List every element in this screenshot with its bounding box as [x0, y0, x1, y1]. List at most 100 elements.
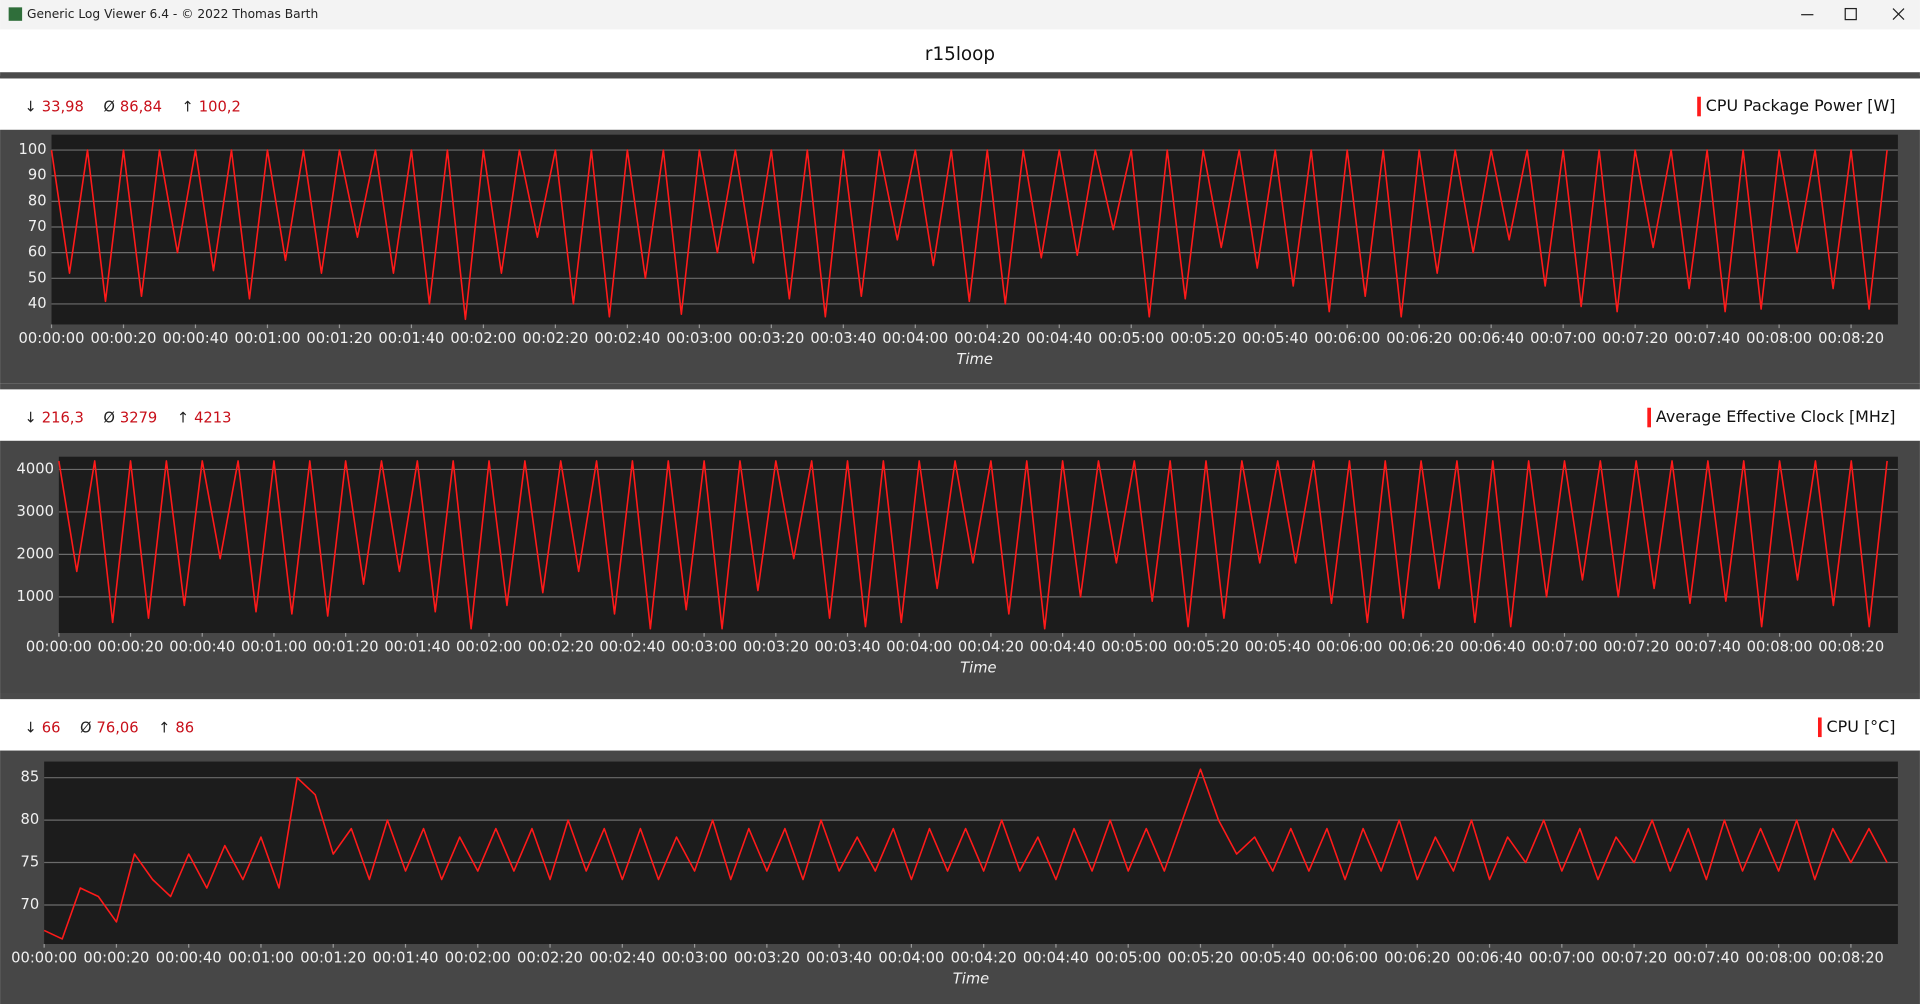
x-tick-label: 00:04:40 — [1030, 639, 1096, 656]
x-tick-label: 00:05:40 — [1245, 639, 1311, 656]
y-tick-label: 80 — [28, 192, 47, 209]
x-tick-label: 00:02:00 — [445, 950, 511, 967]
stat-value: 86,84 — [120, 99, 162, 116]
plot-area — [58, 456, 1898, 634]
x-tick-label: 00:08:00 — [1747, 639, 1813, 656]
x-tick-label: 00:06:20 — [1386, 330, 1452, 347]
x-tick-label: 00:02:40 — [594, 330, 660, 347]
x-tick-label: 00:06:00 — [1312, 950, 1378, 967]
x-tick-label: 00:05:20 — [1167, 950, 1233, 967]
x-tick-label: 00:07:00 — [1532, 639, 1598, 656]
y-tick-label: 50 — [28, 269, 47, 286]
y-tick-label: 4000 — [17, 460, 54, 477]
x-tick-label: 00:00:20 — [83, 950, 149, 967]
x-tick-label: 00:05:20 — [1173, 639, 1239, 656]
y-tick-label: 100 — [19, 141, 47, 158]
x-tick-label: 00:07:20 — [1601, 950, 1667, 967]
panel-divider — [0, 383, 1920, 390]
x-tick-label: 00:03:20 — [743, 639, 809, 656]
header-title: r15loop — [925, 44, 995, 65]
legend-label: CPU [°C] — [1827, 717, 1896, 736]
x-tick-label: 00:03:40 — [815, 639, 881, 656]
x-tick-label: 00:02:20 — [517, 950, 583, 967]
x-axis-title: Time — [953, 971, 989, 988]
stat-value: 100,2 — [199, 99, 241, 116]
stat-symbol: Ø — [103, 99, 115, 116]
x-tick-label: 00:03:40 — [806, 950, 872, 967]
x-tick-label: 00:07:40 — [1673, 950, 1739, 967]
x-tick-label: 00:03:00 — [666, 330, 732, 347]
x-tick-label: 00:07:40 — [1674, 330, 1740, 347]
x-tick-label: 00:03:00 — [671, 639, 737, 656]
x-tick-label: 00:02:40 — [599, 639, 665, 656]
y-tick-label: 40 — [28, 295, 47, 312]
title-bar — [0, 0, 1920, 30]
x-tick-label: 00:03:20 — [738, 330, 804, 347]
x-tick-label: 00:00:00 — [19, 330, 85, 347]
data-line — [58, 460, 1888, 630]
x-tick-label: 00:00:20 — [91, 330, 157, 347]
y-tick-label: 60 — [28, 244, 47, 261]
x-tick-label: 00:03:40 — [810, 330, 876, 347]
x-tick-label: 00:04:20 — [958, 639, 1024, 656]
x-tick-label: 00:08:20 — [1818, 639, 1884, 656]
maximize-button[interactable] — [1844, 7, 1857, 21]
stat-symbol: Ø — [103, 410, 115, 427]
stat-value: 86 — [175, 720, 194, 737]
x-tick-label: 00:06:20 — [1388, 639, 1454, 656]
x-tick-label: 00:01:40 — [384, 639, 450, 656]
x-tick-label: 00:08:00 — [1746, 330, 1812, 347]
plot-area — [44, 761, 1898, 945]
stat-symbol: ↑ — [177, 410, 189, 427]
x-tick-label: 00:08:00 — [1746, 950, 1812, 967]
legend-label: Average Effective Clock [MHz] — [1656, 407, 1896, 426]
x-tick-label: 00:04:00 — [882, 330, 948, 347]
panel-divider — [0, 693, 1920, 700]
x-tick-label: 00:08:20 — [1818, 950, 1884, 967]
x-tick-label: 00:05:40 — [1240, 950, 1306, 967]
stat-symbol: ↓ — [25, 99, 37, 116]
window-title: Generic Log Viewer 6.4 - © 2022 Thomas B… — [27, 7, 318, 21]
x-tick-label: 00:04:00 — [878, 950, 944, 967]
stat-symbol: Ø — [80, 720, 92, 737]
x-tick-label: 00:06:40 — [1458, 330, 1524, 347]
legend-label: CPU Package Power [W] — [1706, 96, 1896, 115]
x-tick-label: 00:05:00 — [1098, 330, 1164, 347]
x-tick-label: 00:01:40 — [378, 330, 444, 347]
x-tick-label: 00:03:00 — [662, 950, 728, 967]
x-tick-label: 00:06:20 — [1384, 950, 1450, 967]
x-tick-label: 00:01:20 — [306, 330, 372, 347]
x-tick-label: 00:02:00 — [456, 639, 522, 656]
x-tick-label: 00:06:40 — [1460, 639, 1526, 656]
x-tick-label: 00:07:00 — [1530, 330, 1596, 347]
x-tick-label: 00:08:20 — [1818, 330, 1884, 347]
close-button[interactable] — [1892, 8, 1905, 21]
y-tick-label: 2000 — [17, 545, 54, 562]
x-tick-label: 00:02:00 — [450, 330, 516, 347]
stat-value: 76,06 — [97, 720, 139, 737]
x-tick-label: 00:02:40 — [589, 950, 655, 967]
data-line — [43, 768, 1888, 940]
x-tick-label: 00:07:40 — [1675, 639, 1741, 656]
y-tick-label: 70 — [21, 896, 40, 913]
legend-swatch — [1697, 96, 1701, 117]
x-tick-label: 00:07:00 — [1529, 950, 1595, 967]
x-axis-title: Time — [960, 660, 996, 677]
x-tick-label: 00:00:00 — [11, 950, 77, 967]
stat-symbol: ↓ — [25, 410, 37, 427]
x-tick-label: 00:04:20 — [951, 950, 1017, 967]
y-tick-label: 85 — [21, 769, 40, 786]
x-tick-label: 00:03:20 — [734, 950, 800, 967]
x-tick-label: 00:05:00 — [1101, 639, 1167, 656]
x-tick-label: 00:00:40 — [169, 639, 235, 656]
x-tick-label: 00:04:40 — [1026, 330, 1092, 347]
data-line — [50, 149, 1888, 321]
stat-symbol: ↑ — [182, 99, 194, 116]
x-tick-label: 00:00:40 — [156, 950, 222, 967]
stat-value: 66 — [42, 720, 61, 737]
legend-swatch — [1647, 407, 1651, 428]
x-tick-label: 00:00:00 — [26, 639, 92, 656]
x-tick-label: 00:05:20 — [1170, 330, 1236, 347]
x-tick-label: 00:07:20 — [1602, 330, 1668, 347]
